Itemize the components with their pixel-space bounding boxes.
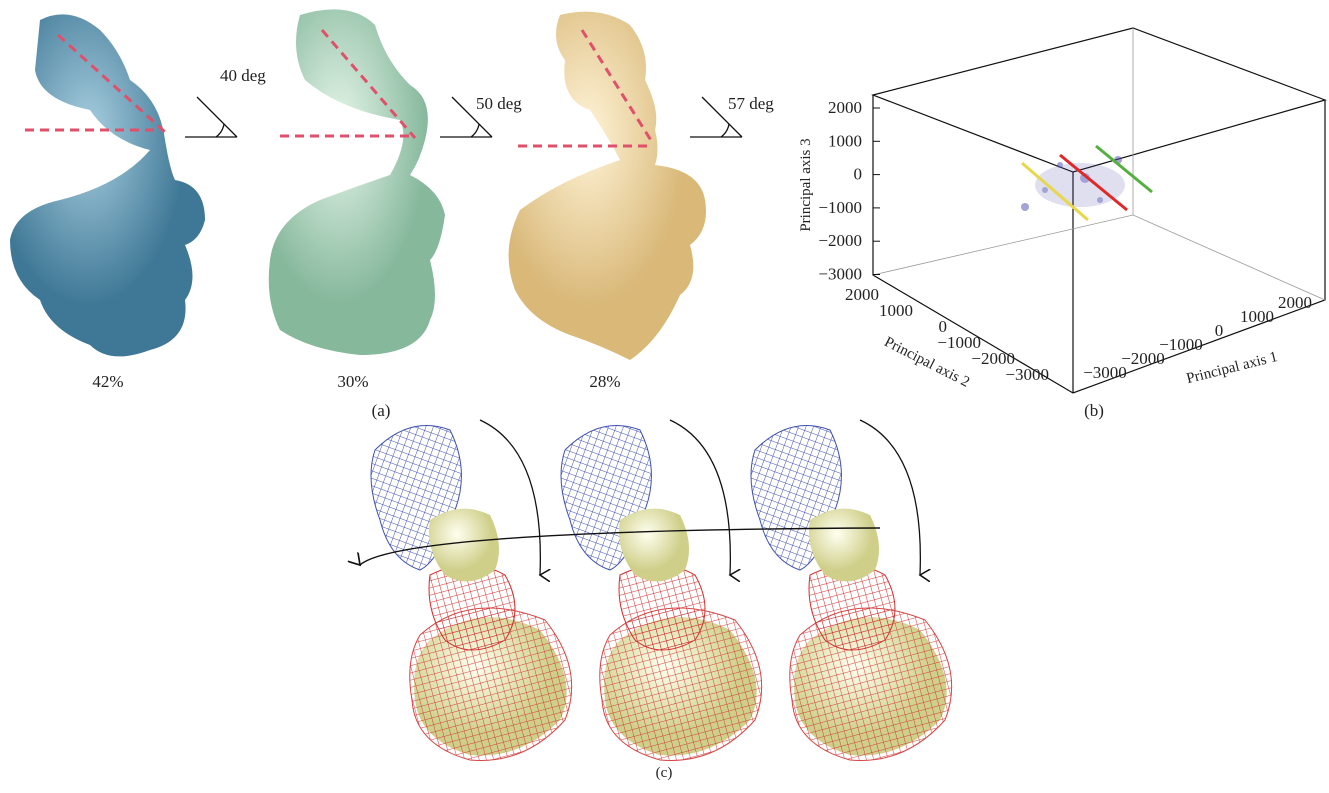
- panel-label: (c): [656, 765, 673, 781]
- fraction-label: 42%: [92, 372, 123, 391]
- fraction-label: 30%: [337, 372, 368, 391]
- tick-label: −3000: [818, 265, 862, 284]
- mesh-models: [371, 420, 952, 761]
- tick-label: −1000: [818, 198, 862, 217]
- model-green: [269, 9, 445, 355]
- tick-label: −2000: [818, 231, 862, 250]
- panel-label: (b): [1084, 401, 1104, 420]
- axis-3-ticks: 2000 1000 0 −1000 −2000 −3000: [818, 98, 880, 284]
- mesh-model: [561, 420, 762, 761]
- tick-label: 1000: [879, 301, 913, 320]
- fraction-label: 28%: [589, 372, 620, 391]
- axis-title: Principal axis 1: [1185, 349, 1279, 387]
- model-tan: [509, 12, 706, 360]
- angle-label: 40 deg: [220, 66, 266, 85]
- angle-label: 50 deg: [476, 94, 522, 113]
- tick-label: −1000: [1159, 335, 1203, 354]
- panel-label: (a): [372, 401, 391, 420]
- axis-title: Principal axis 3: [798, 138, 814, 231]
- tick-label: 0: [854, 165, 863, 184]
- tick-label: 2000: [1278, 293, 1312, 312]
- tick-label: 1000: [1240, 307, 1274, 326]
- figure: 40 deg 50 deg 57 deg 42% 30% 28% (a) 200…: [0, 0, 1329, 788]
- angle-icons: [185, 97, 742, 137]
- tick-label: 1000: [828, 131, 862, 150]
- tick-label: 2000: [828, 98, 862, 117]
- tick-label: −3000: [1005, 365, 1049, 384]
- tick-label: 2000: [845, 285, 879, 304]
- mesh-model: [371, 420, 572, 761]
- model-blue: [10, 14, 205, 356]
- angle-label: 57 deg: [728, 94, 774, 113]
- mesh-model: [751, 420, 952, 761]
- tick-label: 0: [1215, 321, 1224, 340]
